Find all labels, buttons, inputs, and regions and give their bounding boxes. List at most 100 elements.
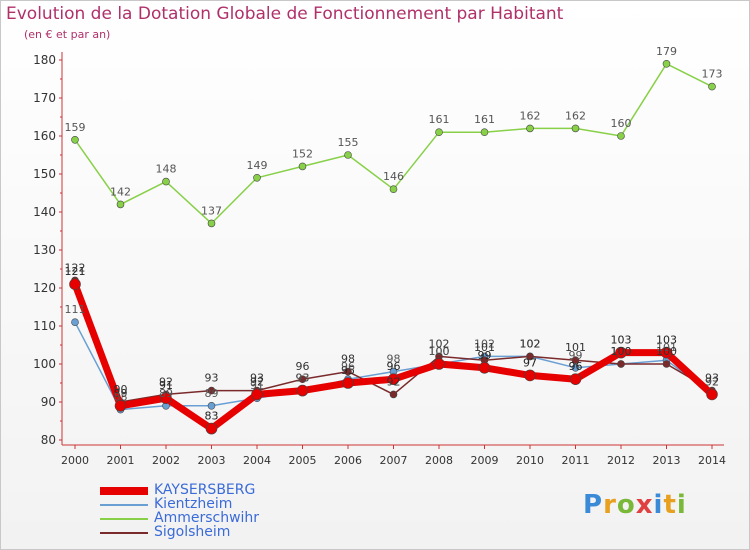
data-label-kaysersberg: 96 [387,360,401,373]
x-tick-label: 2010 [516,454,544,467]
x-tick-label: 2011 [562,454,590,467]
data-point-kaysersberg [387,373,400,386]
x-tick-label: 2000 [61,454,89,467]
x-tick-label: 2009 [471,454,499,467]
data-label-kientzheim: 92 [705,375,719,388]
data-label-sigolsheim: 100 [656,345,677,358]
data-point-ammerschwihr [435,128,443,136]
data-point-ammerschwihr [162,177,170,186]
x-tick-label: 2003 [198,454,226,467]
data-label-kaysersberg: 99 [478,349,492,362]
y-tick-label: 120 [33,281,56,295]
data-point-ammerschwihr [617,132,625,140]
legend-label: Ammerschwihr [154,510,260,526]
data-point-kaysersberg [706,388,718,401]
x-tick-label: 2013 [653,454,681,467]
data-label-kaysersberg: 89 [114,387,128,400]
data-point-kaysersberg [296,384,309,397]
data-point-sigolsheim [207,386,216,395]
data-label-ammerschwihr: 142 [110,185,131,198]
data-label-ammerschwihr: 148 [156,163,177,176]
data-label-kientzheim: 102 [520,337,541,350]
data-label-kientzheim: 102 [474,337,495,350]
data-label-kientzheim: 100 [429,345,450,358]
legend-swatch-ammerschwihr [100,518,148,520]
data-label-sigolsheim: 102 [429,337,450,350]
y-tick-label: 80 [41,433,56,447]
data-label-kaysersberg: 121 [65,265,86,278]
data-point-ammerschwihr [207,219,216,228]
data-label-kaysersberg: 93 [296,372,310,385]
data-point-ammerschwihr [526,124,534,133]
data-label-sigolsheim: 98 [341,353,355,366]
data-point-kaysersberg [524,369,536,382]
data-label-ammerschwihr: 137 [201,204,222,217]
x-tick-label: 2006 [334,454,362,467]
data-label-kaysersberg: 91 [159,379,173,392]
legend-item-kientzheim: Kientzheim [100,496,400,512]
data-label-sigolsheim: 101 [474,341,495,354]
y-tick-label: 110 [33,319,56,333]
data-label-sigolsheim: 96 [296,360,310,373]
data-point-sigolsheim [526,352,534,361]
data-point-kaysersberg [69,278,81,291]
data-point-kaysersberg [342,377,354,389]
y-tick-label: 150 [33,167,56,181]
proxiti-logo: Proxiti [583,490,687,520]
data-label-sigolsheim: 93 [705,372,719,385]
x-tick-label: 2008 [425,454,453,467]
data-point-ammerschwihr [708,82,716,91]
y-tick-label: 140 [33,205,56,219]
data-point-kaysersberg [615,346,627,359]
data-point-sigolsheim [298,375,307,384]
y-tick-label: 170 [33,91,56,105]
data-label-ammerschwihr: 149 [247,159,268,172]
data-label-kaysersberg: 97 [523,356,537,369]
legend-swatch-kientzheim [100,504,148,506]
data-label-kientzheim: 91 [250,379,264,392]
data-point-ammerschwihr [480,128,489,136]
data-label-ammerschwihr: 179 [656,45,677,58]
data-point-sigolsheim [571,356,580,365]
data-point-ammerschwihr [253,174,261,182]
data-label-ammerschwihr: 173 [702,68,723,81]
legend-swatch-kaysersberg [100,487,148,495]
data-label-ammerschwihr: 159 [65,121,86,134]
data-point-kaysersberg [478,361,491,374]
data-label-kaysersberg: 103 [611,334,632,347]
chart-subtitle: (en € et par an) [24,28,111,41]
data-label-kaysersberg: 96 [569,360,583,373]
chart-legend: KAYSERSBERG Kientzheim Ammerschwihr Sigo… [100,482,400,540]
y-tick-label: 90 [41,395,56,409]
data-label-kaysersberg: 83 [205,410,219,423]
data-label-ammerschwihr: 146 [383,170,404,183]
data-label-kientzheim: 100 [611,345,632,358]
data-label-sigolsheim: 90 [114,383,128,396]
data-label-sigolsheim: 100 [611,345,632,358]
data-point-ammerschwihr [71,136,79,144]
legend-item-sigolsheim: Sigolsheim [100,524,400,540]
data-point-ammerschwihr [571,124,580,133]
data-point-kientzheim [571,363,580,372]
data-label-kaysersberg: 103 [656,334,677,347]
data-label-kaysersberg: 95 [341,364,355,377]
data-point-ammerschwihr [298,162,307,171]
data-label-sigolsheim: 122 [65,261,86,274]
y-tick-label: 130 [33,243,56,257]
data-point-kientzheim [71,318,79,327]
data-label-sigolsheim: 93 [205,372,219,385]
data-point-kaysersberg [114,399,127,412]
data-label-kientzheim: 101 [656,341,677,354]
data-label-kaysersberg: 92 [250,375,264,388]
data-point-ammerschwihr [662,59,671,68]
data-label-kientzheim: 98 [387,353,401,366]
data-point-ammerschwihr [116,200,125,209]
legend-label: Sigolsheim [154,524,231,540]
data-point-kaysersberg [660,346,673,359]
x-tick-label: 2007 [380,454,408,467]
data-point-kaysersberg [160,392,172,405]
y-tick-label: 100 [33,357,56,371]
data-point-sigolsheim [344,367,352,376]
data-label-kientzheim: 89 [159,387,173,400]
